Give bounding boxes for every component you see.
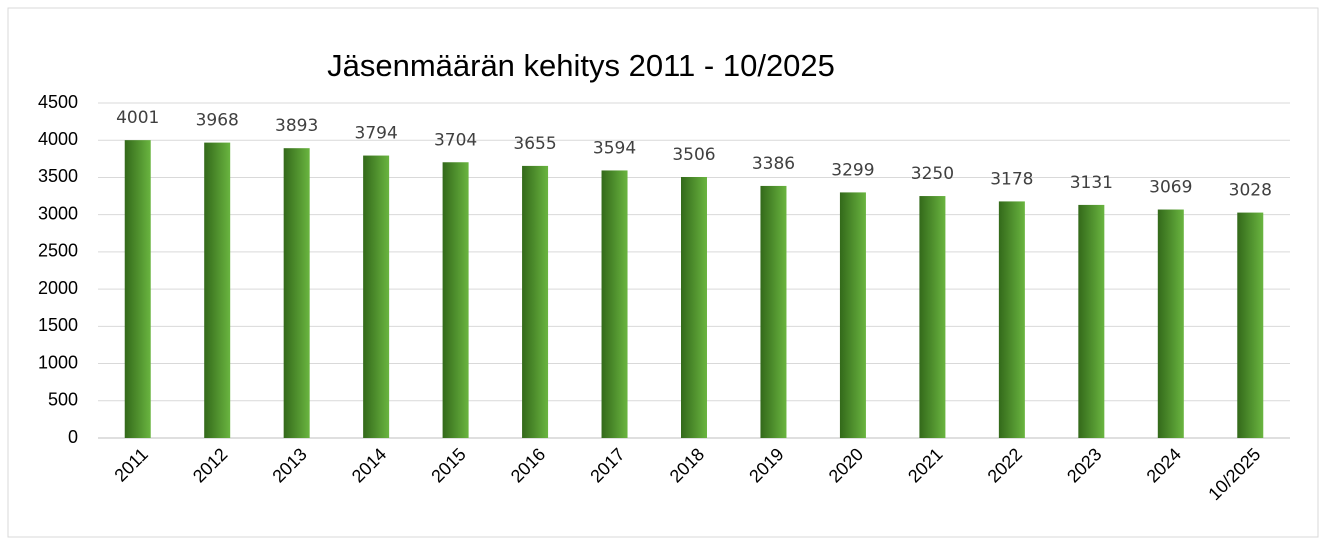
data-label: 3028 bbox=[1229, 181, 1272, 201]
data-label: 3655 bbox=[513, 134, 556, 154]
bar bbox=[124, 140, 151, 439]
bar bbox=[1078, 204, 1105, 438]
y-tick-label: 1000 bbox=[38, 352, 78, 372]
bar bbox=[998, 201, 1025, 438]
bar bbox=[1237, 212, 1264, 438]
bar bbox=[522, 165, 549, 438]
bar bbox=[919, 196, 946, 438]
y-tick-label: 500 bbox=[48, 390, 78, 410]
bar bbox=[204, 142, 231, 439]
y-tick-label: 2000 bbox=[38, 278, 78, 298]
y-tick-label: 1500 bbox=[38, 315, 78, 335]
bar bbox=[283, 148, 310, 438]
data-label: 3506 bbox=[672, 145, 715, 165]
bar bbox=[601, 170, 628, 439]
data-label: 3069 bbox=[1149, 178, 1192, 198]
data-label: 3131 bbox=[1070, 173, 1113, 193]
bar bbox=[760, 185, 787, 438]
data-label: 4001 bbox=[116, 108, 159, 128]
bar bbox=[363, 155, 390, 438]
data-label: 3893 bbox=[275, 116, 318, 136]
data-label: 3968 bbox=[196, 111, 239, 131]
bar bbox=[681, 176, 707, 438]
data-label: 3594 bbox=[593, 138, 636, 158]
data-label: 3250 bbox=[911, 164, 954, 184]
y-tick-label: 2500 bbox=[38, 241, 78, 261]
y-tick-label: 3500 bbox=[38, 166, 78, 186]
bar bbox=[839, 192, 866, 438]
bar bbox=[1157, 209, 1184, 438]
y-tick-label: 0 bbox=[68, 427, 78, 447]
y-tick-label: 4500 bbox=[38, 92, 78, 112]
chart-title: Jäsenmäärän kehitys 2011 - 10/2025 bbox=[327, 48, 835, 83]
data-label: 3794 bbox=[355, 124, 398, 144]
data-label: 3299 bbox=[831, 160, 874, 180]
y-tick-label: 3000 bbox=[38, 203, 78, 223]
y-tick-label: 4000 bbox=[38, 129, 78, 149]
data-label: 3178 bbox=[990, 169, 1033, 189]
data-label: 3704 bbox=[434, 130, 477, 150]
bar bbox=[442, 162, 469, 438]
data-label: 3386 bbox=[752, 154, 795, 174]
